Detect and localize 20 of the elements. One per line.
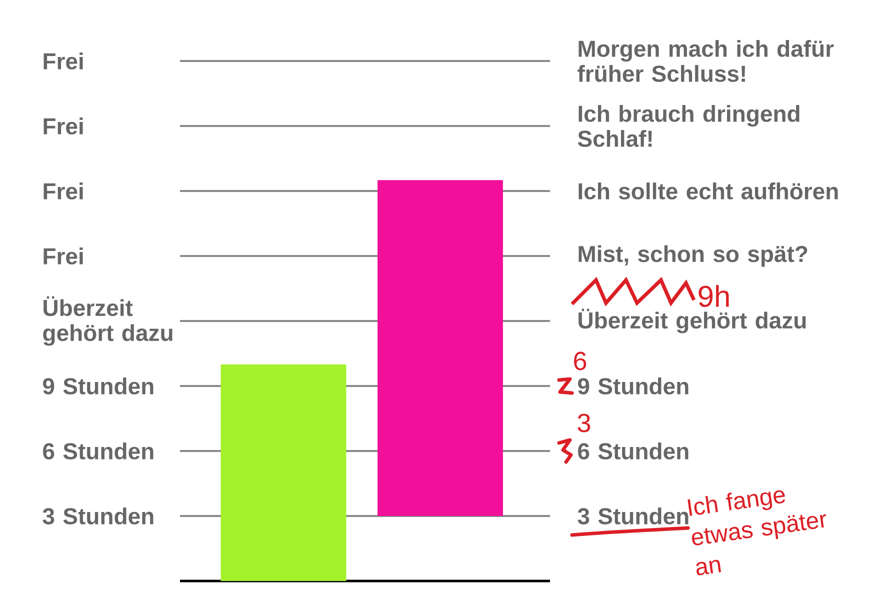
y2-tick-label: Mist, schon so spät? xyxy=(578,245,808,267)
y-tick-label: Frei xyxy=(44,118,83,134)
y-tick-label: 9 Stunden xyxy=(43,378,154,394)
y-tick-label: Frei xyxy=(44,52,83,70)
y2-tick-label: 3 Stunden xyxy=(578,508,688,524)
text: Ich fange etwas später an xyxy=(688,490,826,576)
y-tick-label: Überzeit gehört dazu xyxy=(43,296,172,346)
y2-tick-label: Ich sollte echt aufhören xyxy=(578,182,838,200)
y-tick-label: Frei xyxy=(44,248,83,264)
y2-tick-label: 9 Stunden xyxy=(578,378,688,394)
text: 3 xyxy=(578,414,590,432)
y-tick-label: 3 Stunden xyxy=(42,508,154,524)
y2-tick-label: Überzeit gehört dazu xyxy=(578,308,806,334)
y2-tick-label: Ich brauch dringend Schlaf! xyxy=(578,105,800,147)
text: 6 xyxy=(574,352,586,370)
y2-tick-label: Morgen mach ich dafür früher Schluss! xyxy=(578,40,834,82)
y-tick-label: Frei xyxy=(44,182,83,200)
y2-tick-label: 6 Stunden xyxy=(578,442,688,460)
text: 9h xyxy=(698,284,729,308)
y-tick-label: 6 Stunden xyxy=(43,442,154,460)
